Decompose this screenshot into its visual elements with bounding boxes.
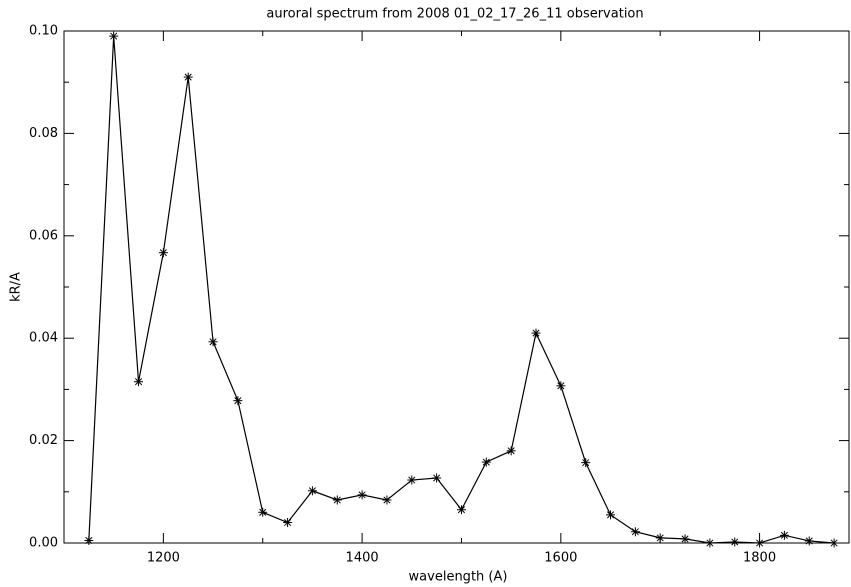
marker-stroke xyxy=(507,447,515,455)
marker-stroke xyxy=(85,536,93,544)
asterisk-marker xyxy=(755,538,765,548)
marker-stroke xyxy=(134,378,143,386)
marker-stroke xyxy=(358,491,366,499)
marker-stroke xyxy=(259,508,267,516)
asterisk-marker xyxy=(730,537,740,547)
marker-stroke xyxy=(681,535,689,543)
asterisk-marker xyxy=(109,31,119,41)
y-axis-label: kR/A xyxy=(9,272,24,302)
asterisk-marker xyxy=(829,538,839,548)
asterisk-marker xyxy=(208,337,218,347)
marker-stroke xyxy=(333,496,341,504)
marker-stroke xyxy=(582,459,590,467)
asterisk-marker xyxy=(183,72,193,82)
marker-stroke xyxy=(184,73,192,81)
y-tick-label: 0.04 xyxy=(29,331,58,346)
y-tick-label: 0.08 xyxy=(29,126,58,141)
marker-stroke xyxy=(532,329,540,337)
asterisk-marker xyxy=(606,510,616,520)
asterisk-marker xyxy=(804,536,814,546)
marker-stroke xyxy=(805,537,813,545)
marker-stroke xyxy=(433,474,441,482)
asterisk-marker xyxy=(134,377,144,387)
marker-stroke xyxy=(209,338,217,346)
asterisk-marker xyxy=(705,538,715,548)
marker-stroke xyxy=(731,538,739,546)
asterisk-marker xyxy=(407,475,417,485)
x-tick-label: 1800 xyxy=(743,551,776,566)
x-tick-label: 1400 xyxy=(346,551,379,566)
marker-stroke xyxy=(830,539,838,547)
asterisk-marker xyxy=(680,534,690,544)
marker-stroke xyxy=(408,476,416,484)
asterisk-marker xyxy=(581,458,591,468)
asterisk-marker xyxy=(382,495,392,505)
asterisk-marker xyxy=(158,248,168,258)
asterisk-marker xyxy=(84,535,94,545)
x-tick-label: 1200 xyxy=(147,551,180,566)
marker-stroke xyxy=(308,487,316,495)
asterisk-marker xyxy=(357,490,367,500)
asterisk-marker xyxy=(307,486,317,496)
asterisk-marker xyxy=(655,533,665,543)
asterisk-marker xyxy=(531,328,541,338)
asterisk-marker xyxy=(332,495,342,505)
marker-stroke xyxy=(631,528,639,536)
x-tick-label: 1600 xyxy=(544,551,577,566)
asterisk-marker xyxy=(506,446,516,456)
marker-stroke xyxy=(159,249,167,257)
asterisk-marker xyxy=(456,505,466,515)
asterisk-marker xyxy=(258,507,268,517)
marker-stroke xyxy=(606,511,615,519)
asterisk-marker xyxy=(283,518,293,528)
marker-stroke xyxy=(656,534,664,542)
marker-stroke xyxy=(706,539,714,547)
marker-stroke xyxy=(383,496,391,504)
asterisk-marker xyxy=(556,381,566,391)
marker-stroke xyxy=(457,506,466,514)
asterisk-marker xyxy=(630,527,640,537)
marker-stroke xyxy=(557,382,565,390)
marker-stroke xyxy=(234,397,242,405)
marker-stroke xyxy=(780,531,788,539)
chart-title: auroral spectrum from 2008 01_02_17_26_1… xyxy=(266,7,643,22)
asterisk-marker xyxy=(481,457,491,467)
x-axis-label: wavelength (A) xyxy=(409,570,508,585)
y-tick-label: 0.00 xyxy=(29,536,58,551)
y-tick-label: 0.02 xyxy=(29,433,58,448)
marker-stroke xyxy=(756,539,764,547)
y-tick-label: 0.10 xyxy=(29,24,58,39)
asterisk-marker xyxy=(233,396,243,406)
marker-stroke xyxy=(482,458,490,466)
asterisk-marker xyxy=(779,530,789,540)
asterisk-marker xyxy=(432,473,442,483)
y-tick-label: 0.06 xyxy=(29,228,58,243)
marker-stroke xyxy=(284,518,292,527)
marker-stroke xyxy=(110,32,118,40)
